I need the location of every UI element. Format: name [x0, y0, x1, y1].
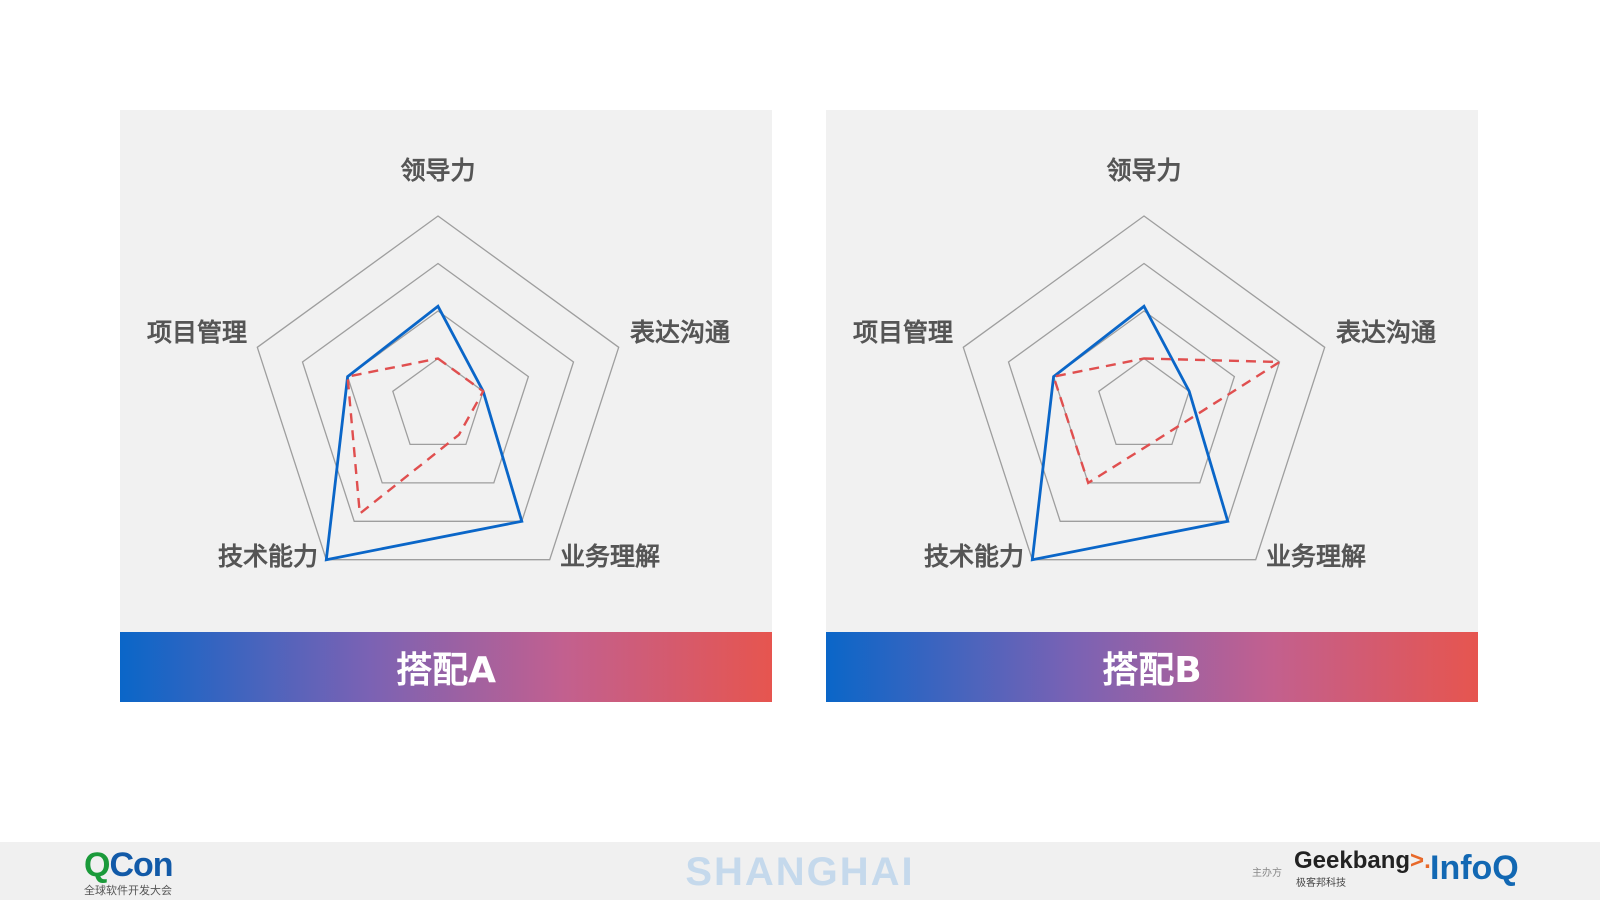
geekbang-arrow-icon: >.	[1410, 847, 1431, 874]
radar-grid-ring-b-1	[1098, 357, 1190, 446]
radar-series-dashed-b	[1052, 357, 1284, 485]
sponsor-label: 主办方	[1252, 868, 1282, 879]
qcon-logo-con: Con	[109, 846, 173, 884]
radar-axis-label-b-0: 领导力	[1106, 156, 1181, 185]
radar-grid-ring-b-4	[962, 215, 1326, 561]
radar-grid-ring-a-1	[392, 357, 484, 446]
infoq-logo: InfoQ	[1430, 849, 1519, 887]
radar-panel-b: 领导力表达沟通业务理解 技术能力 项目管理 搭配B	[826, 110, 1478, 702]
radar-series-solid-b	[1030, 304, 1230, 562]
radar-grid-ring-b-2	[1052, 310, 1236, 484]
radar-axis-label-b-2: 业务理解	[1266, 542, 1366, 571]
radar-axis-label-b-3: 技术能力	[924, 542, 1024, 571]
radar-grid-ring-b-3	[1007, 262, 1281, 522]
radar-axis-label-a-4: 项目管理	[147, 318, 247, 347]
city-name: SHANGHAI	[685, 850, 915, 894]
qcon-subtitle: 全球软件开发大会	[84, 884, 172, 897]
radar-panel-a: 领导力表达沟通业务理解 技术能力 项目管理 搭配A	[120, 110, 772, 702]
footer-bar: QCon 全球软件开发大会 SHANGHAI 主办方 Geekbang>. 极客…	[0, 842, 1600, 900]
radar-axis-label-b-4: 项目管理	[853, 318, 953, 347]
chart-title-banner-b: 搭配B	[826, 632, 1478, 702]
radar-axis-label-a-3: 技术能力	[218, 542, 318, 571]
radar-grid-ring-a-3	[301, 262, 575, 522]
geekbang-subtitle: 极客邦科技	[1296, 878, 1346, 889]
radar-series-dashed-a	[346, 357, 485, 516]
radar-axis-label-a-1: 表达沟通	[630, 318, 730, 347]
radar-series-solid-a	[324, 304, 524, 562]
radar-grid-ring-a-2	[346, 310, 530, 484]
qcon-logo: QCon 全球软件开发大会	[84, 846, 174, 898]
geekbang-logo-text: Geekbang	[1294, 847, 1411, 874]
radar-grid-ring-a-4	[256, 215, 620, 561]
radar-axis-label-b-1: 表达沟通	[1336, 318, 1436, 347]
qcon-logo-q: Q	[84, 846, 110, 884]
radar-axis-label-a-0: 领导力	[400, 156, 475, 185]
chart-title-banner-a: 搭配A	[120, 632, 772, 702]
geekbang-logo: Geekbang>. 极客邦科技	[1294, 847, 1431, 890]
radar-axis-label-a-2: 业务理解	[560, 542, 660, 571]
